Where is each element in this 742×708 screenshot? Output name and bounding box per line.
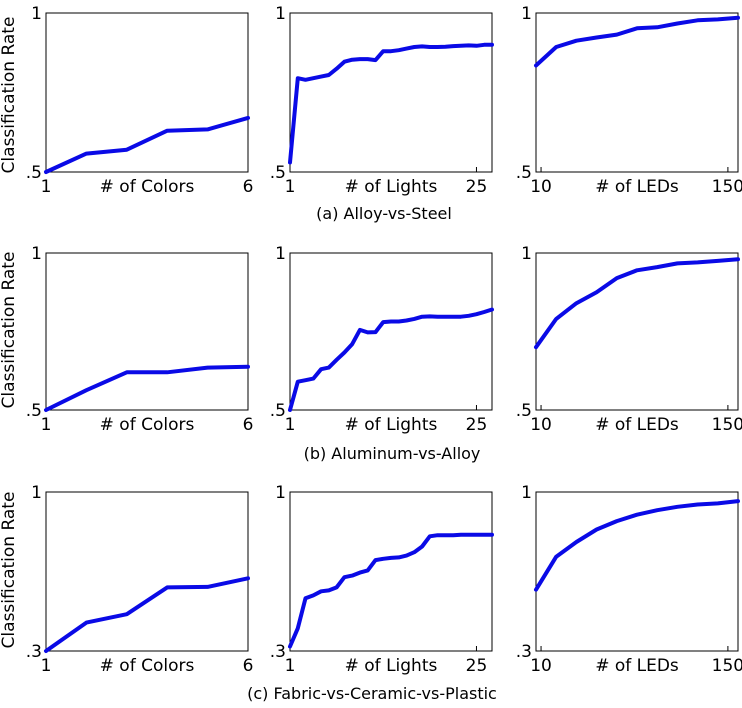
x-tick-label: 10 xyxy=(530,415,552,435)
panel-1: 1 25.51# of Lights xyxy=(270,4,494,197)
series-line xyxy=(44,115,250,174)
panel-7: 1 25.31# of Lights xyxy=(270,483,494,676)
series-line xyxy=(534,257,740,350)
x-tick-label: 10 xyxy=(530,656,552,676)
y-tick-label: 1 xyxy=(521,483,532,503)
y-tick-label: 1 xyxy=(31,244,42,264)
panel-6: 1 6.31# of Colors xyxy=(26,483,254,676)
series-line xyxy=(44,576,250,653)
y-axis-label-row-b: Classification Rate xyxy=(0,252,19,409)
plot-frame xyxy=(289,252,493,411)
panel-4: 1 25.51# of Lights xyxy=(270,244,494,435)
y-tick-label: 1 xyxy=(275,4,286,24)
x-axis-label: # of LEDs xyxy=(595,415,679,435)
y-tick-label: .3 xyxy=(270,642,286,662)
series-line xyxy=(288,532,494,649)
x-axis-label: # of Lights xyxy=(345,415,438,435)
x-axis-label: # of Colors xyxy=(100,415,195,435)
y-tick-label: 1 xyxy=(521,244,532,264)
panel-8: 10 150 .3 1 # of LEDs xyxy=(516,483,742,676)
plot-frame xyxy=(535,252,739,411)
y-tick-label: .3 xyxy=(26,642,42,662)
series-line xyxy=(288,307,494,412)
x-tick-label: 1 xyxy=(285,415,296,435)
y-axis-label-row-a: Classification Rate xyxy=(0,17,19,174)
x-tick-label: 6 xyxy=(243,177,254,197)
x-axis-label: # of Colors xyxy=(100,177,195,197)
y-tick-label: 1 xyxy=(275,483,286,503)
y-tick-label: 1 xyxy=(275,244,286,264)
x-tick-label: 1 xyxy=(41,415,52,435)
plot-frame xyxy=(45,491,249,652)
plot-frame xyxy=(289,12,493,173)
plot-frame xyxy=(289,491,493,652)
x-tick-label: 150 xyxy=(712,656,742,676)
caption-c: (c) Fabric-vs-Ceramic-vs-Plastic xyxy=(247,684,497,703)
x-tick-label: 25 xyxy=(466,177,488,197)
panel-3: 1 6.51# of Colors xyxy=(26,244,254,435)
x-tick-label: 1 xyxy=(285,656,296,676)
x-tick-label: 10 xyxy=(530,177,552,197)
series-line xyxy=(534,499,740,592)
x-axis-label: # of Lights xyxy=(345,656,438,676)
y-tick-label: .5 xyxy=(516,163,532,183)
y-tick-label: .3 xyxy=(516,642,532,662)
y-tick-label: .5 xyxy=(26,401,42,421)
series-line xyxy=(534,15,740,68)
caption-b: (b) Aluminum-vs-Alloy xyxy=(304,444,481,463)
y-tick-label: .5 xyxy=(270,163,286,183)
panel-5: 10 150 .5 1 # of LEDs xyxy=(516,244,742,435)
x-axis-label: # of Colors xyxy=(100,656,195,676)
x-tick-label: 150 xyxy=(712,177,742,197)
x-tick-label: 6 xyxy=(243,656,254,676)
x-tick-label: 1 xyxy=(41,656,52,676)
plot-frame xyxy=(535,12,739,173)
y-tick-label: .5 xyxy=(270,401,286,421)
x-axis-label: # of LEDs xyxy=(595,656,679,676)
x-tick-label: 1 xyxy=(285,177,296,197)
panels: 1 6.51# of Colors 1 25.51# of Lights 10 150.5… xyxy=(26,4,742,676)
panel-0: 1 6.51# of Colors xyxy=(26,4,254,197)
panel-2: 10 150 .5 1 # of LEDs xyxy=(516,4,742,197)
x-tick-label: 25 xyxy=(466,656,488,676)
y-tick-label: 1 xyxy=(31,4,42,24)
x-tick-label: 6 xyxy=(243,415,254,435)
series-line xyxy=(288,42,494,165)
y-tick-label: 1 xyxy=(521,4,532,24)
x-tick-label: 150 xyxy=(712,415,742,435)
plot-frame xyxy=(535,491,739,652)
x-axis-label: # of LEDs xyxy=(595,177,679,197)
y-tick-label: 1 xyxy=(31,483,42,503)
plot-frame xyxy=(45,252,249,411)
plot-frame xyxy=(45,12,249,173)
y-tick-label: .5 xyxy=(26,163,42,183)
y-axis-label-row-c: Classification Rate xyxy=(0,492,19,649)
caption-a: (a) Alloy-vs-Steel xyxy=(316,204,452,223)
y-tick-label: .5 xyxy=(516,401,532,421)
x-tick-label: 1 xyxy=(41,177,52,197)
x-axis-label: # of Lights xyxy=(345,177,438,197)
series-line xyxy=(44,364,250,412)
x-tick-label: 25 xyxy=(466,415,488,435)
